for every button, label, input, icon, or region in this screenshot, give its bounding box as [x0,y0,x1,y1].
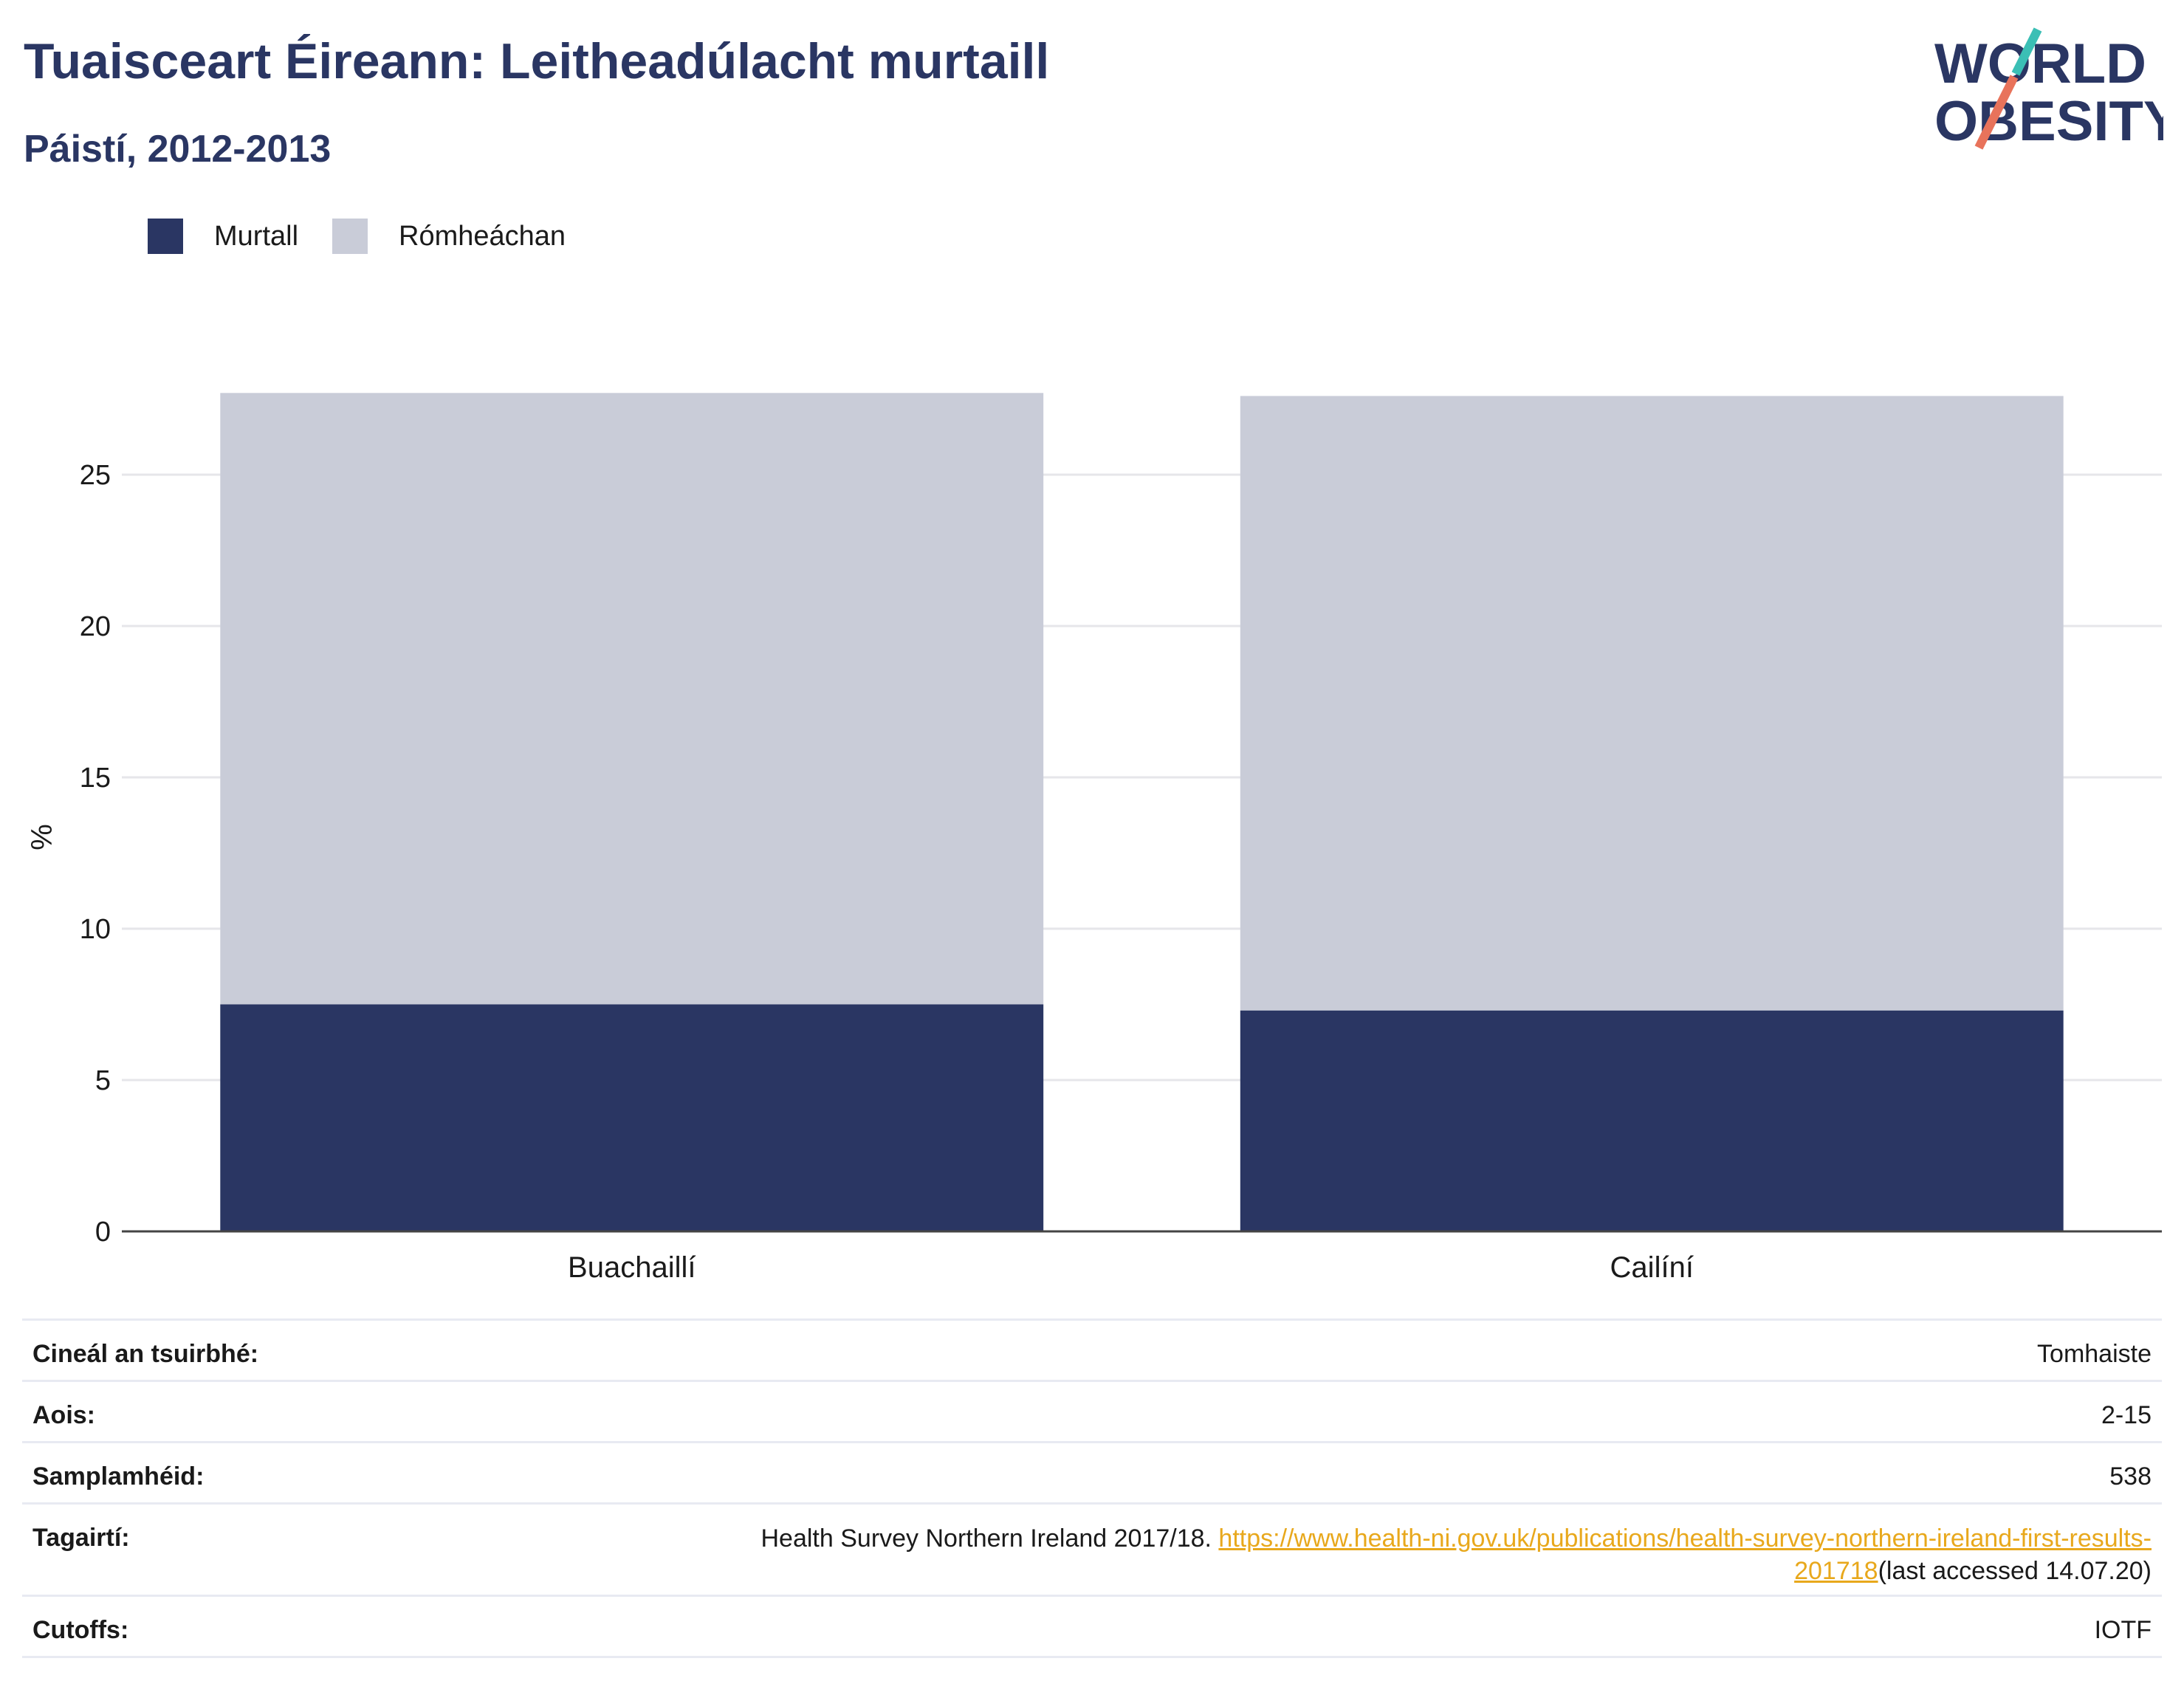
legend-item-murtall[interactable]: Murtall [148,219,298,254]
y-tick-label: 0 [95,1217,111,1248]
legend-label-murtall: Murtall [214,220,299,252]
info-label: Samplamhéid: [32,1462,205,1491]
x-tick-label: Buachaillí [568,1251,696,1284]
info-row-sample-size: Samplamhéid: 538 [22,1441,2162,1502]
info-row-references: Tagairtí: Health Survey Northern Ireland… [22,1502,2162,1595]
bar-romheachan-1 [1240,396,2064,1011]
y-axis-label: % [26,824,58,850]
world-obesity-logo: WORLD OBESITY [1934,27,2163,153]
legend-swatch-romheachan [332,219,368,254]
logo-word-2: OBESITY [1934,90,2163,153]
logo-slash-bottom [1974,75,2019,150]
chart-subtitle: Páistí, 2012-2013 [24,128,332,171]
bar-romheachan-0 [220,393,1044,1005]
bar-murtall-0 [220,1004,1044,1231]
bars [220,393,2064,1231]
logo-word-1: WORLD [1934,32,2146,95]
legend-label-romheachan: Rómheáchan [399,220,566,252]
bar-murtall-1 [1240,1010,2064,1231]
info-label: Cutoffs: [32,1616,129,1644]
info-value: 2-15 [2101,1401,2152,1429]
x-tick-label: Cailíní [1610,1251,1694,1284]
info-label: Tagairtí: [32,1524,130,1552]
y-tick-label: 10 [80,914,111,945]
info-label: Cineál an tsuirbhé: [32,1340,259,1368]
survey-info-table: Cineál an tsuirbhé: Tomhaiste Aois: 2-15… [22,1318,2162,1658]
stacked-bar-chart: 0 5 10 15 20 25% Buachaillí Cailíní [26,393,2162,1284]
reference-accessed: (last accessed 14.07.20) [1878,1557,2152,1585]
info-row-age: Aois: 2-15 [22,1380,2162,1441]
axes: 0 5 10 15 20 25% Buachaillí Cailíní [26,460,2162,1284]
legend-swatch-murtall [148,219,183,254]
reference-link[interactable]: https://www.health-ni.gov.uk/publication… [1218,1524,2152,1585]
y-tick-label: 20 [80,611,111,642]
info-value: 538 [2109,1462,2152,1491]
info-value: Tomhaiste [2037,1340,2152,1368]
info-row-cutoffs: Cutoffs: IOTF [22,1595,2162,1658]
chart-legend: Murtall Rómheáchan [148,219,600,254]
reference-source: Health Survey Northern Ireland 2017/18. [760,1524,1219,1553]
y-tick-label: 25 [80,460,111,491]
y-tick-label: 5 [95,1065,111,1096]
info-row-survey-type: Cineál an tsuirbhé: Tomhaiste [22,1318,2162,1380]
chart-title: Tuaisceart Éireann: Leitheadúlacht murta… [24,33,1050,89]
reference-text: Health Survey Northern Ireland 2017/18. … [761,1505,2152,1595]
info-value: IOTF [2094,1616,2152,1644]
legend-item-romheachan[interactable]: Rómheáchan [332,219,566,254]
logo-slash-top [2011,27,2042,76]
y-tick-label: 15 [80,763,111,794]
info-label: Aois: [32,1401,95,1429]
